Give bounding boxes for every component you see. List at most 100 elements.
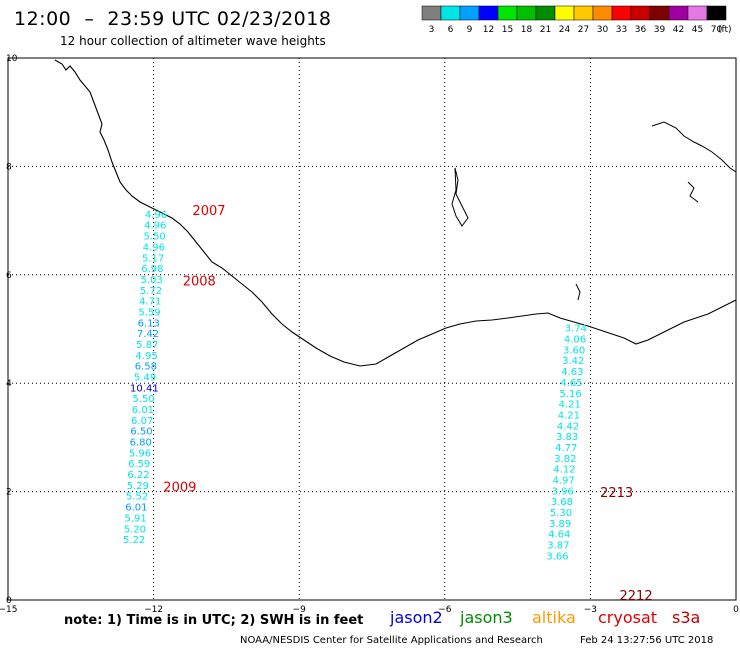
pass-time-label: 2008 — [183, 275, 216, 290]
wave-height-value: 4.21 — [559, 400, 581, 411]
wave-height-value: 5.87 — [136, 340, 158, 351]
colorbar-swatch — [535, 5, 556, 21]
colorbar-swatch — [459, 5, 480, 21]
colorbar-swatch — [478, 5, 499, 21]
lon-tick-label: −3 — [584, 605, 597, 615]
lat-tick-label: 6 — [6, 271, 12, 281]
wave-height-value: 6.50 — [130, 427, 152, 438]
wave-height-value: 7.42 — [137, 329, 159, 340]
lon-tick-label: 0 — [733, 605, 739, 615]
wave-height-value: 4.42 — [557, 421, 579, 432]
lat-tick-label: 0 — [6, 596, 12, 606]
altimeter-tracks: 4.964.965.504.965.176.985.035.724.715.59… — [123, 210, 587, 562]
colorbar-swatch — [687, 5, 708, 21]
colorbar-swatch — [516, 5, 537, 21]
coastline-path — [54, 59, 737, 367]
colorbar-label: 33 — [616, 25, 627, 35]
lat-tick-label: 8 — [6, 162, 12, 172]
colorbar-swatch — [554, 5, 575, 21]
wave-height-value: 5.30 — [550, 508, 572, 519]
wave-height-value: 3.82 — [554, 454, 576, 465]
wave-height-value: 5.20 — [124, 524, 146, 535]
satellite-legend-altika: altika — [532, 608, 576, 627]
lat-tick-label: 10 — [6, 54, 18, 64]
wave-height-value: 4.77 — [555, 443, 577, 454]
wave-height-value: 5.50 — [133, 394, 155, 405]
map-subtitle: 12 hour collection of altimeter wave hei… — [60, 34, 326, 48]
lat-tick-label: 2 — [6, 488, 12, 498]
colorbar-label: 30 — [597, 25, 609, 35]
wave-height-value: 6.98 — [141, 264, 163, 275]
colorbar-label: 6 — [448, 25, 454, 35]
colorbar-swatch — [611, 5, 632, 21]
wave-height-value: 4.97 — [552, 475, 574, 486]
wave-height-value: 3.42 — [562, 356, 584, 367]
lon-tick-label: −9 — [293, 605, 307, 615]
wave-height-value: 5.96 — [129, 448, 151, 459]
pass-time-label: 2213 — [600, 486, 633, 501]
colorbar-label: 70 — [711, 25, 723, 35]
colorbar-swatch — [421, 5, 442, 21]
footer-note: note: 1) Time is in UTC; 2) SWH is in fe… — [64, 613, 364, 628]
colorbar-unit: (ft) — [718, 25, 732, 35]
wave-height-value: 4.06 — [564, 335, 586, 346]
wave-height-value: 4.64 — [548, 530, 570, 541]
wave-height-value: 3.87 — [547, 541, 569, 552]
wave-height-value: 6.01 — [132, 405, 154, 416]
colorbar-label: 36 — [635, 25, 647, 35]
wave-height-value: 5.29 — [127, 481, 149, 492]
wave-height-value: 3.68 — [551, 497, 573, 508]
wave-height-value: 4.12 — [553, 465, 575, 476]
generated-timestamp: Feb 24 13:27:56 UTC 2018 — [580, 635, 714, 646]
lat-tick-label: 4 — [6, 379, 12, 389]
lake-outline — [651, 121, 737, 173]
colorbar-label: 15 — [502, 25, 513, 35]
wave-height-value: 5.49 — [134, 372, 156, 383]
wave-height-value: 4.95 — [135, 351, 157, 362]
credit-line: NOAA/NESDIS Center for Satellite Applica… — [240, 635, 543, 646]
colorbar-label: 42 — [673, 25, 684, 35]
colorbar-label: 3 — [429, 25, 435, 35]
wave-height-value: 4.96 — [143, 242, 165, 253]
wave-height-value: 4.96 — [144, 221, 166, 232]
satellite-legend-jason3: jason3 — [460, 608, 513, 627]
satellite-legend-cryosat: cryosat — [598, 608, 658, 627]
wave-height-value: 6.58 — [135, 362, 157, 373]
pass-time-label: 2009 — [163, 481, 196, 496]
colorbar-label: 18 — [521, 25, 533, 35]
map-frame — [7, 57, 737, 601]
pass-time-label: 2007 — [192, 204, 225, 219]
colorbar-swatch — [497, 5, 518, 21]
colorbar-swatch — [668, 5, 689, 21]
wave-height-value: 4.21 — [558, 410, 580, 421]
wave-height-value: 3.83 — [556, 432, 578, 443]
colorbar-swatch — [649, 5, 670, 21]
river-outline — [687, 181, 699, 203]
longitude-axis: −15 −12 −9 −6 −3 0 — [0, 605, 739, 615]
wave-height-value: 4.63 — [561, 367, 583, 378]
lake-outline — [451, 167, 469, 227]
map-gridlines — [8, 58, 736, 600]
wave-height-value: 3.74 — [565, 324, 587, 335]
colorbar-swatch — [706, 5, 727, 21]
wave-height-value: 5.22 — [123, 535, 145, 546]
wave-height-value: 6.13 — [138, 318, 160, 329]
colorbar-label: 21 — [540, 25, 551, 35]
satellite-legend-s3a: s3a — [672, 608, 701, 627]
wave-height-value: 5.72 — [140, 286, 162, 297]
wave-height-value: 6.80 — [130, 438, 152, 449]
wave-height-colorbar: 3 6 9 12 15 18 21 24 27 30 33 36 39 42 45 70(ft) — [421, 5, 732, 35]
wave-height-value: 5.91 — [125, 513, 147, 524]
wave-height-value: 4.71 — [139, 297, 161, 308]
wave-height-value: 5.59 — [138, 307, 160, 318]
coastline — [54, 59, 737, 367]
wave-height-value: 3.89 — [549, 519, 571, 530]
map-title: 12:00 – 23:59 UTC 02/23/2018 — [14, 8, 332, 30]
wave-height-value: 5.16 — [559, 389, 581, 400]
island-outline — [575, 283, 581, 301]
colorbar-swatch — [630, 5, 651, 21]
pass-time-labels: 2007 2008 2009 2213 2212 — [163, 204, 652, 604]
lon-tick-label: −15 — [0, 605, 18, 615]
colorbar-label: 39 — [654, 25, 666, 35]
wave-height-value: 4.65 — [560, 378, 582, 389]
